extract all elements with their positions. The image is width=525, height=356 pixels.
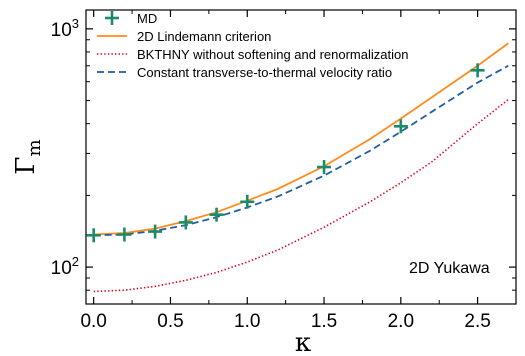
- md-data-point: [470, 63, 485, 78]
- y-tick-exponent: 3: [72, 16, 79, 31]
- legend-label: BKTHNY without softening and renormaliza…: [137, 47, 408, 62]
- x-tick-label: 1.0: [234, 311, 260, 332]
- md-data-point: [240, 194, 255, 209]
- series-line-bkthny: [93, 98, 509, 293]
- annotation-label: 2D Yukawa: [409, 260, 490, 277]
- x-tick-label: 1.5: [311, 311, 337, 332]
- y-tick-label: 103: [51, 16, 79, 41]
- x-tick-label: 0.5: [157, 311, 183, 332]
- y-tick-base: 10: [51, 20, 72, 41]
- y-axis-title: Γm: [11, 139, 45, 174]
- md-data-point: [178, 215, 193, 230]
- md-data-point: [148, 224, 163, 239]
- legend-label: Constant transverse-to-thermal velocity …: [137, 65, 392, 80]
- y-axis-title-sub: m: [24, 139, 45, 156]
- legend-label: 2D Lindemann criterion: [137, 29, 271, 44]
- md-data-point: [317, 160, 332, 175]
- x-axis-title: κ: [295, 328, 311, 356]
- x-tick-label: 0.0: [80, 311, 106, 332]
- md-data-point: [86, 228, 101, 243]
- plot-frame: [85, 9, 517, 305]
- md-data-point: [117, 227, 132, 242]
- y-tick-base: 10: [51, 258, 72, 279]
- md-data-point: [209, 207, 224, 222]
- legend-marker-md: [105, 11, 119, 25]
- x-tick-label: 2.0: [388, 311, 414, 332]
- y-tick-label: 102: [51, 254, 79, 279]
- y-tick-exponent: 2: [72, 254, 79, 269]
- y-axis-title-main: Γ: [11, 157, 41, 175]
- md-data-point: [393, 119, 408, 134]
- legend-label: MD: [137, 11, 157, 26]
- x-tick-label: 2.5: [464, 311, 490, 332]
